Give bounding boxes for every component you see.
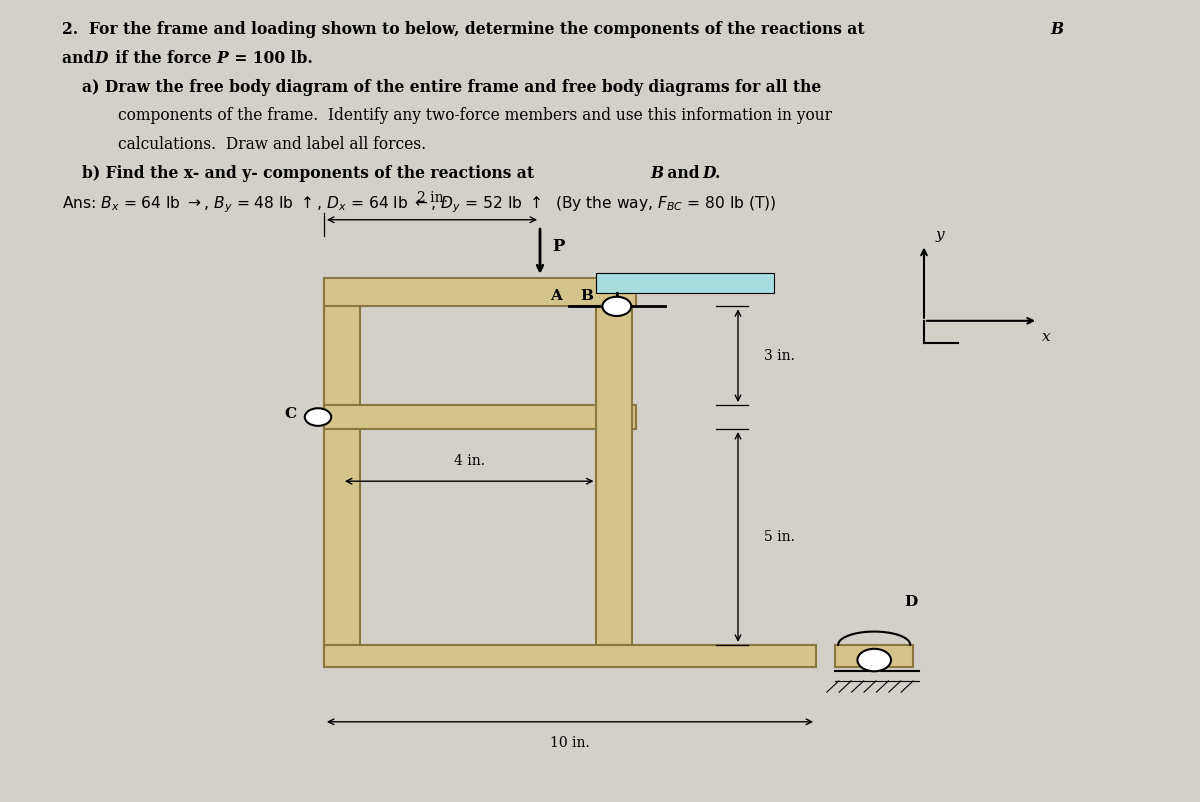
Text: x: x: [1042, 330, 1050, 344]
Circle shape: [305, 408, 331, 426]
Bar: [324, 405, 636, 429]
Bar: [596, 306, 632, 645]
Text: .: .: [715, 165, 720, 182]
Text: P: P: [216, 50, 228, 67]
Text: if the force: if the force: [110, 50, 217, 67]
Bar: [835, 645, 913, 667]
Text: = 100 lb.: = 100 lb.: [229, 50, 313, 67]
Text: D: D: [905, 595, 918, 609]
Bar: [324, 278, 360, 667]
Text: 5 in.: 5 in.: [764, 530, 796, 544]
Text: A: A: [550, 290, 562, 303]
Text: B: B: [1050, 21, 1063, 38]
Circle shape: [857, 649, 890, 671]
Text: P: P: [552, 237, 564, 255]
Text: and: and: [662, 165, 706, 182]
Text: B: B: [580, 290, 593, 303]
Text: Ans: $B_x$ = 64 lb $\rightarrow$, $B_y$ = 48 lb $\uparrow$, $D_x$ = 64 lb $\left: Ans: $B_x$ = 64 lb $\rightarrow$, $B_y$ …: [62, 194, 778, 215]
Text: components of the frame.  Identify any two-force members and use this informatio: components of the frame. Identify any tw…: [118, 107, 832, 124]
Text: b) Find the x- and y- components of the reactions at: b) Find the x- and y- components of the …: [82, 165, 539, 182]
Text: D: D: [702, 165, 715, 182]
Text: y: y: [936, 229, 944, 242]
Bar: [596, 273, 774, 293]
Text: 2.  For the frame and loading shown to below, determine the components of the re: 2. For the frame and loading shown to be…: [62, 21, 870, 38]
Text: 2 in.: 2 in.: [416, 192, 448, 205]
Text: calculations.  Draw and label all forces.: calculations. Draw and label all forces.: [118, 136, 426, 153]
Text: a) Draw the free body diagram of the entire frame and free body diagrams for all: a) Draw the free body diagram of the ent…: [82, 79, 821, 95]
Text: D: D: [95, 50, 108, 67]
Text: B: B: [650, 165, 664, 182]
Text: 3 in.: 3 in.: [764, 349, 796, 363]
Circle shape: [602, 297, 631, 316]
Bar: [324, 645, 816, 667]
Bar: [324, 278, 636, 306]
Text: 4 in.: 4 in.: [454, 455, 485, 468]
Text: C: C: [284, 407, 296, 421]
Text: and: and: [62, 50, 100, 67]
Text: 10 in.: 10 in.: [550, 736, 590, 750]
